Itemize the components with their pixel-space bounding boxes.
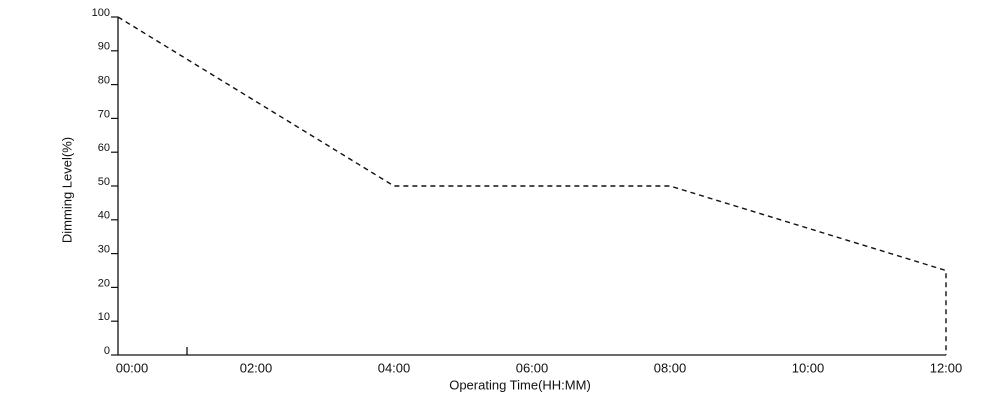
x-axis-label: Operating Time(HH:MM) [449, 377, 591, 392]
data-line [117, 16, 947, 355]
x-tick-label: 06:00 [516, 360, 549, 375]
x-tick-label: 10:00 [792, 360, 825, 375]
y-tick-label: 70 [98, 108, 110, 120]
x-tick-label: 02:00 [240, 360, 273, 375]
x-tick-label: 04:00 [378, 360, 411, 375]
y-axis-label: Dimming Level(%) [59, 137, 74, 243]
y-tick-label: 50 [98, 176, 110, 188]
y-tick-label: 90 [98, 41, 110, 53]
y-tick-label: 80 [98, 75, 110, 87]
x-tick-label: 12:00 [930, 360, 963, 375]
y-tick-label: 10 [98, 311, 110, 323]
y-tick-label: 60 [98, 142, 110, 154]
y-tick-label: 20 [98, 277, 110, 289]
y-tick-label: 100 [92, 7, 110, 19]
y-tick-label: 30 [98, 244, 110, 256]
x-tick-label: 08:00 [654, 360, 687, 375]
y-tick-label: 40 [98, 210, 110, 222]
y-tick-label: 0 [104, 345, 110, 357]
x-tick-label: 00:00 [116, 360, 149, 375]
